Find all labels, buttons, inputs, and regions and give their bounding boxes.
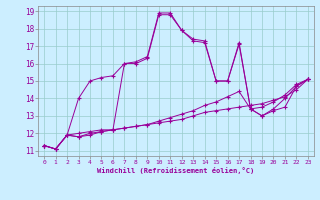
X-axis label: Windchill (Refroidissement éolien,°C): Windchill (Refroidissement éolien,°C) <box>97 167 255 174</box>
